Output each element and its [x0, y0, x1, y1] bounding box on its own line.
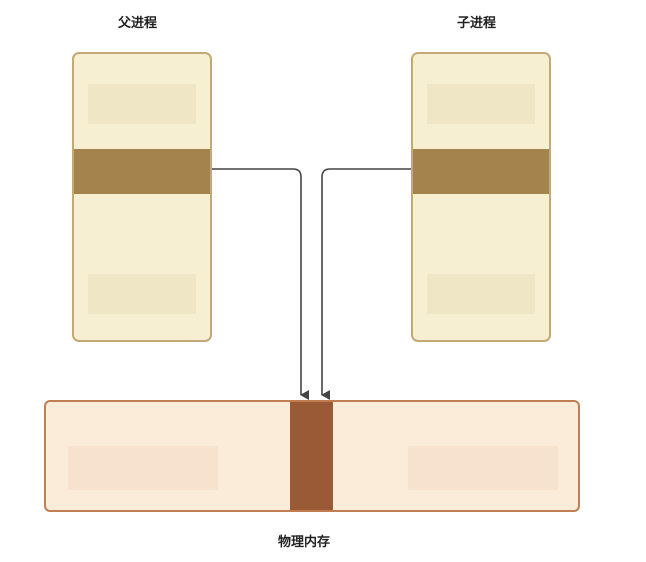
physical-memory-label: 物理内存 [278, 535, 331, 550]
parent-process-label: 父进程 [118, 16, 158, 31]
parent-process-box [72, 52, 212, 342]
parent-shared-page [74, 149, 210, 194]
memory-faint-region-left [68, 446, 218, 490]
child-shared-page [413, 149, 549, 194]
child-process-label: 子进程 [457, 16, 497, 31]
memory-shared-page [290, 402, 333, 510]
parent-mapping-arrow [212, 168, 309, 400]
parent-faint-region-bottom [88, 274, 196, 314]
child-process-box [411, 52, 551, 342]
parent-faint-region-top [88, 84, 196, 124]
memory-faint-region-right [408, 446, 558, 490]
child-faint-region-top [427, 84, 535, 124]
physical-memory-box [44, 400, 580, 512]
child-mapping-arrow [321, 168, 411, 400]
child-faint-region-bottom [427, 274, 535, 314]
